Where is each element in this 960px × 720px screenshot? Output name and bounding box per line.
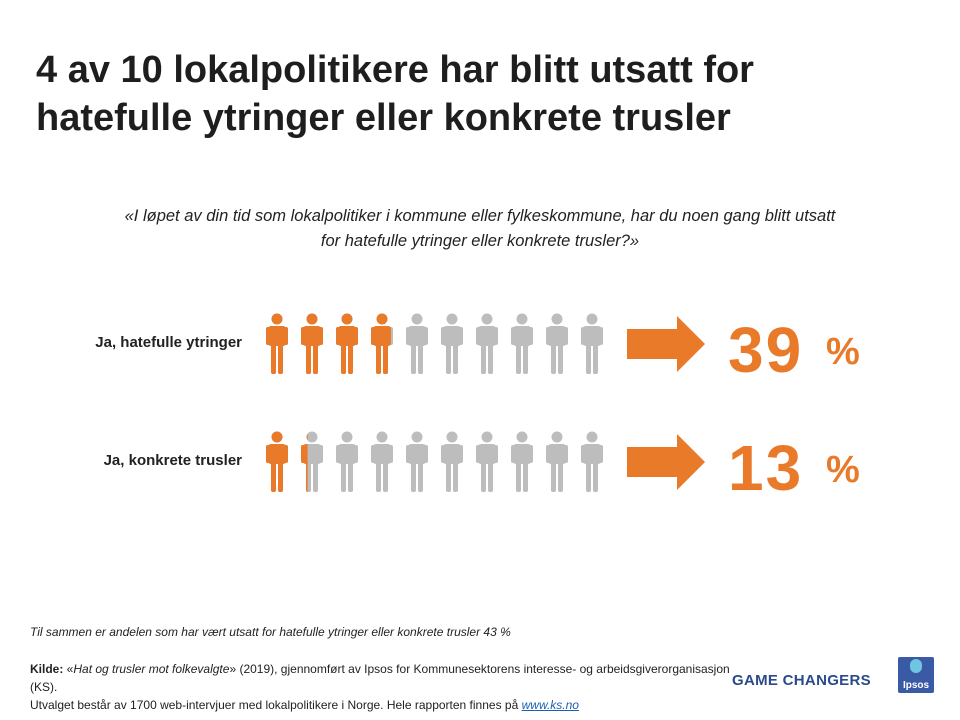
value-hatefulle: 39 (728, 314, 804, 386)
person-icon-highlighted (301, 433, 308, 492)
person-icon (546, 313, 568, 374)
person-icon (406, 431, 428, 492)
logo-mark-icon (910, 659, 922, 673)
person-icon-highlighted (266, 313, 288, 374)
unit-trusler: % (826, 449, 860, 491)
page-title: 4 av 10 lokalpolitikere har blitt utsatt… (36, 49, 754, 139)
pictogram-highlight-1 (266, 313, 391, 374)
person-icon (406, 313, 428, 374)
person-icon (581, 313, 603, 374)
arrow-right-icon (627, 316, 705, 372)
row-label-hatefulle: Ja, hatefulle ytringer (95, 334, 242, 351)
source-link[interactable]: www.ks.no (521, 698, 579, 712)
survey-question: «I løpet av din tid som lokalpolitiker i… (124, 207, 836, 250)
logo-text: Ipsos (902, 680, 930, 691)
person-icon (441, 431, 463, 492)
unit-hatefulle: % (826, 331, 860, 373)
person-icon (546, 431, 568, 492)
pictogram-row-1 (266, 313, 705, 374)
pictogram-highlight-2 (266, 431, 308, 492)
brand-text: GAME CHANGERS (732, 672, 871, 689)
source-line2: Utvalget består av 1700 web-intervjuer m… (30, 698, 522, 712)
person-icon (511, 431, 533, 492)
person-icon-highlighted (301, 313, 323, 374)
person-icon (476, 431, 498, 492)
person-icon (511, 313, 533, 374)
arrow-right-icon (627, 434, 705, 490)
source-label: Kilde: (30, 662, 64, 676)
row-label-trusler: Ja, konkrete trusler (103, 452, 242, 469)
pictogram-row-2 (266, 431, 705, 492)
person-icon (441, 313, 463, 374)
source-prefix: « (63, 662, 74, 676)
source-report: Hat og trusler mot folkevalgte (73, 662, 230, 676)
person-icon-highlighted (336, 313, 358, 374)
person-icon (581, 431, 603, 492)
value-trusler: 13 (728, 432, 804, 504)
source-note: Kilde: «Hat og trusler mot folkevalgte» … (30, 660, 730, 714)
person-icon (371, 431, 393, 492)
source-text: » (2019), gjennomført av Ipsos for Kommu… (30, 662, 730, 694)
ipsos-logo: Ipsos (898, 657, 934, 693)
person-icon-highlighted (371, 313, 391, 374)
person-icon (336, 431, 358, 492)
person-icon-highlighted (266, 431, 288, 492)
total-note: Til sammen er andelen som har vært utsat… (30, 625, 511, 639)
person-icon (476, 313, 498, 374)
